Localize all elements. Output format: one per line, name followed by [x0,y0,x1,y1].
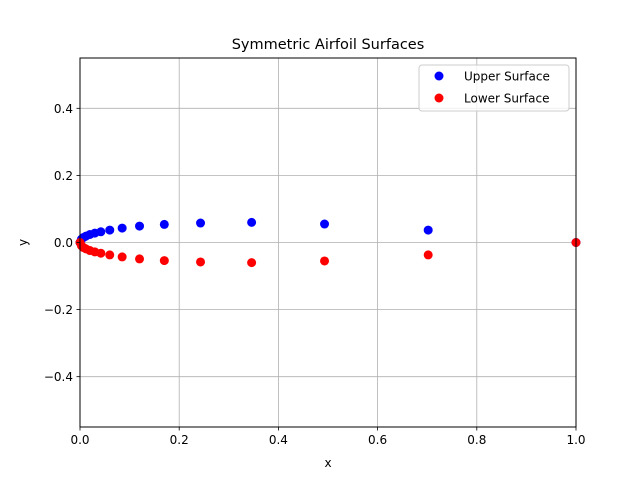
x-tick-label: 0.2 [170,433,189,447]
x-tick-label: 0.4 [269,433,288,447]
data-point [423,225,433,235]
data-point [320,256,330,266]
data-points [75,217,581,268]
legend-frame [418,64,570,112]
y-tick-label: 0.2 [54,169,73,183]
x-axis-label: x [324,456,331,470]
legend: Upper Surface Lower Surface [418,64,570,112]
data-point [96,227,106,237]
data-point [196,257,206,267]
data-point [135,221,145,231]
legend-marker-upper [434,71,444,81]
x-tick-label: 0.0 [70,433,89,447]
data-point [320,219,330,229]
y-tick-label: 0.4 [54,102,73,116]
data-point [159,256,169,266]
data-point [247,258,257,268]
data-point [159,219,169,229]
axis-ticks: 0.0 0.2 0.4 0.6 0.8 1.0 −0.4 −0.2 0.0 0.2 0.4 [44,102,586,447]
data-point [105,250,115,260]
y-tick-label: −0.2 [44,303,73,317]
legend-marker-lower [434,93,444,103]
data-point [117,223,127,233]
x-tick-label: 1.0 [566,433,585,447]
data-point [117,252,127,262]
data-point [196,218,206,228]
data-point [423,250,433,260]
legend-label-upper: Upper Surface [464,70,550,84]
series-upper-surface [75,217,581,247]
data-point [105,225,115,235]
y-tick-label: −0.4 [44,370,73,384]
y-axis-label: y [16,239,30,246]
x-tick-label: 0.8 [467,433,486,447]
y-tick-label: 0.0 [54,236,73,250]
data-point [247,217,257,227]
chart-title: Symmetric Airfoil Surfaces [232,37,425,53]
data-point [96,248,106,258]
x-tick-label: 0.6 [368,433,387,447]
legend-label-lower: Lower Surface [464,92,549,106]
data-point [135,254,145,264]
